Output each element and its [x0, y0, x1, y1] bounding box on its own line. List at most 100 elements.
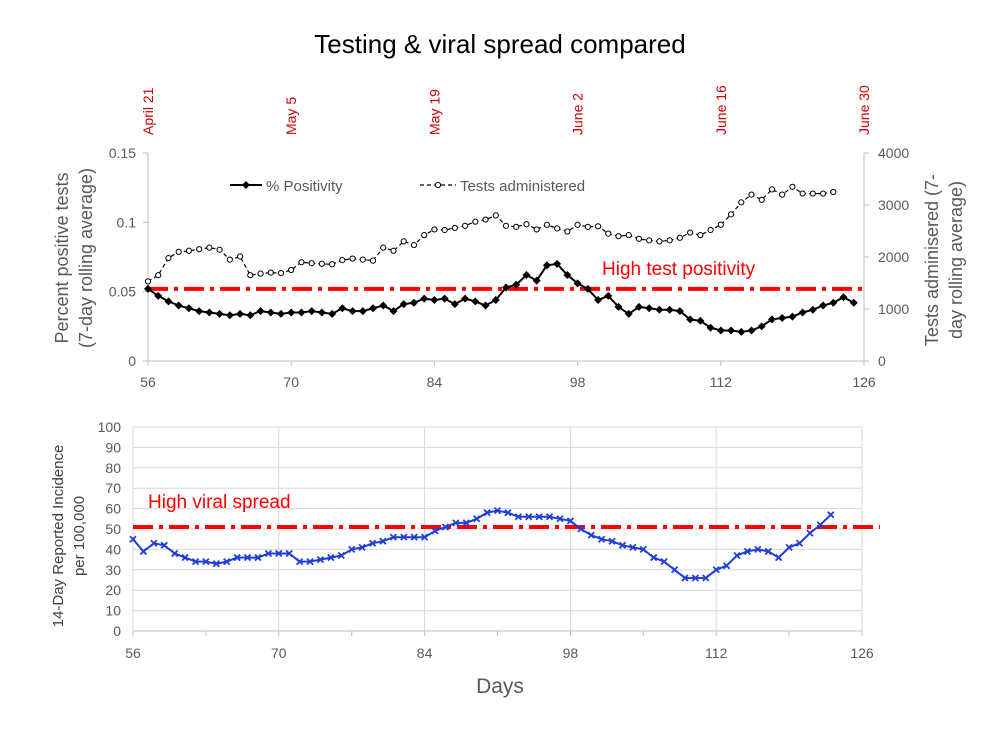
incidence-point — [389, 533, 397, 541]
incidence-point — [264, 549, 273, 558]
incidence-point — [712, 566, 720, 574]
positivity-point — [440, 294, 449, 303]
incidence-point — [358, 543, 366, 551]
date-label: April 21 — [140, 87, 156, 135]
incidence-point — [681, 574, 689, 582]
incidence-point — [337, 551, 345, 560]
incidence-point — [702, 574, 710, 582]
tests-administered-point — [441, 226, 448, 234]
positivity-point — [624, 309, 633, 318]
positivity-point — [706, 323, 715, 332]
incidence-point — [285, 549, 293, 558]
tests-administered-point — [155, 272, 162, 279]
positivity-point — [379, 301, 388, 310]
positivity-point — [174, 301, 183, 310]
right-y-tick-label: 1000 — [878, 301, 909, 317]
incidence-point — [431, 527, 439, 535]
right-y-tick-label: 4000 — [878, 145, 909, 161]
tests-administered-point — [717, 221, 724, 228]
positivity-point — [829, 298, 838, 307]
incidence-point — [410, 533, 418, 541]
incidence-point — [452, 519, 460, 527]
tests-administered-point — [451, 224, 458, 231]
chart-title: Testing & viral spread compared — [314, 29, 685, 59]
positivity-point — [604, 291, 613, 300]
positivity-point — [461, 294, 470, 303]
positivity-point — [491, 295, 500, 304]
tests-administered-point — [646, 237, 653, 244]
x-tick-label: 56 — [125, 645, 141, 661]
tests-administered-point — [584, 223, 591, 230]
viral-spread-threshold-label: High viral spread — [148, 492, 291, 513]
tests-administered-point — [329, 261, 336, 268]
incidence-point — [556, 515, 564, 523]
positivity-point — [594, 295, 603, 304]
x-tick-label: 98 — [563, 645, 579, 661]
incidence-point — [545, 513, 554, 521]
tests-administered-point — [748, 191, 755, 198]
tests-administered-point — [226, 256, 233, 263]
tests-administered-point — [574, 221, 581, 228]
incidence-point — [327, 553, 335, 562]
positivity-point — [328, 309, 337, 318]
tests-administered-point — [758, 196, 765, 203]
tests-administered-point — [523, 221, 530, 228]
positivity-point — [686, 315, 695, 324]
incidence-point — [816, 521, 824, 529]
positivity-point — [481, 301, 490, 310]
left-y-tick-label: 0.15 — [109, 145, 136, 161]
incidence-point — [160, 541, 168, 549]
positivity-threshold-label: High test positivity — [602, 259, 756, 280]
positivity-point — [307, 307, 316, 316]
incidence-point — [670, 566, 679, 574]
x-tick-label: 112 — [705, 645, 728, 661]
tests-administered-point — [196, 246, 203, 253]
x-tick-label: 126 — [852, 374, 876, 390]
incidence-point — [181, 553, 189, 562]
positivity-point — [369, 304, 378, 313]
date-label: May 19 — [426, 89, 442, 135]
positivity-line — [147, 262, 855, 333]
positivity-point — [798, 308, 807, 317]
positivity-point — [338, 304, 347, 313]
incidence-point — [764, 547, 772, 556]
incidence-point — [473, 515, 481, 523]
positivity-point — [655, 305, 664, 314]
incidence-line — [132, 509, 832, 579]
left-y-axis-title-line: Percent positive tests — [52, 172, 72, 343]
positivity-point — [614, 302, 623, 311]
positivity-point — [236, 309, 245, 318]
incidence-point — [827, 511, 835, 519]
y-tick-label: 50 — [105, 521, 121, 537]
tests-administered-point — [339, 257, 346, 264]
incidence-point — [348, 545, 356, 554]
x-tick-label: 70 — [271, 645, 287, 661]
positivity-point — [634, 302, 643, 311]
positivity-point — [215, 309, 224, 318]
incidence-point — [295, 558, 304, 566]
incidence-point — [368, 539, 377, 547]
tests-administered-point — [656, 238, 663, 245]
incidence-point — [202, 558, 210, 566]
tests-administered-point — [206, 244, 213, 251]
positivity-point — [696, 316, 705, 325]
tests-administered-point — [687, 229, 694, 236]
x-tick-label: 98 — [570, 374, 586, 390]
tests-administered-point — [185, 247, 193, 254]
positivity-point — [276, 309, 285, 318]
right-y-tick-label: 2000 — [878, 249, 909, 265]
left-y-tick-label: 0.05 — [109, 284, 136, 300]
positivity-point — [389, 307, 398, 316]
y-tick-label: 40 — [105, 541, 121, 557]
legend-tests-marker — [434, 181, 442, 189]
positivity-point — [246, 311, 255, 320]
incidence-point — [733, 551, 741, 560]
positivity-point — [348, 307, 357, 316]
incidence-point — [795, 539, 804, 547]
incidence-point — [722, 562, 731, 570]
tests-administered-point — [502, 222, 510, 229]
incidence-point — [525, 513, 533, 521]
incidence-point — [171, 549, 179, 558]
tests-administered-point — [564, 228, 571, 235]
positivity-point — [778, 314, 787, 323]
